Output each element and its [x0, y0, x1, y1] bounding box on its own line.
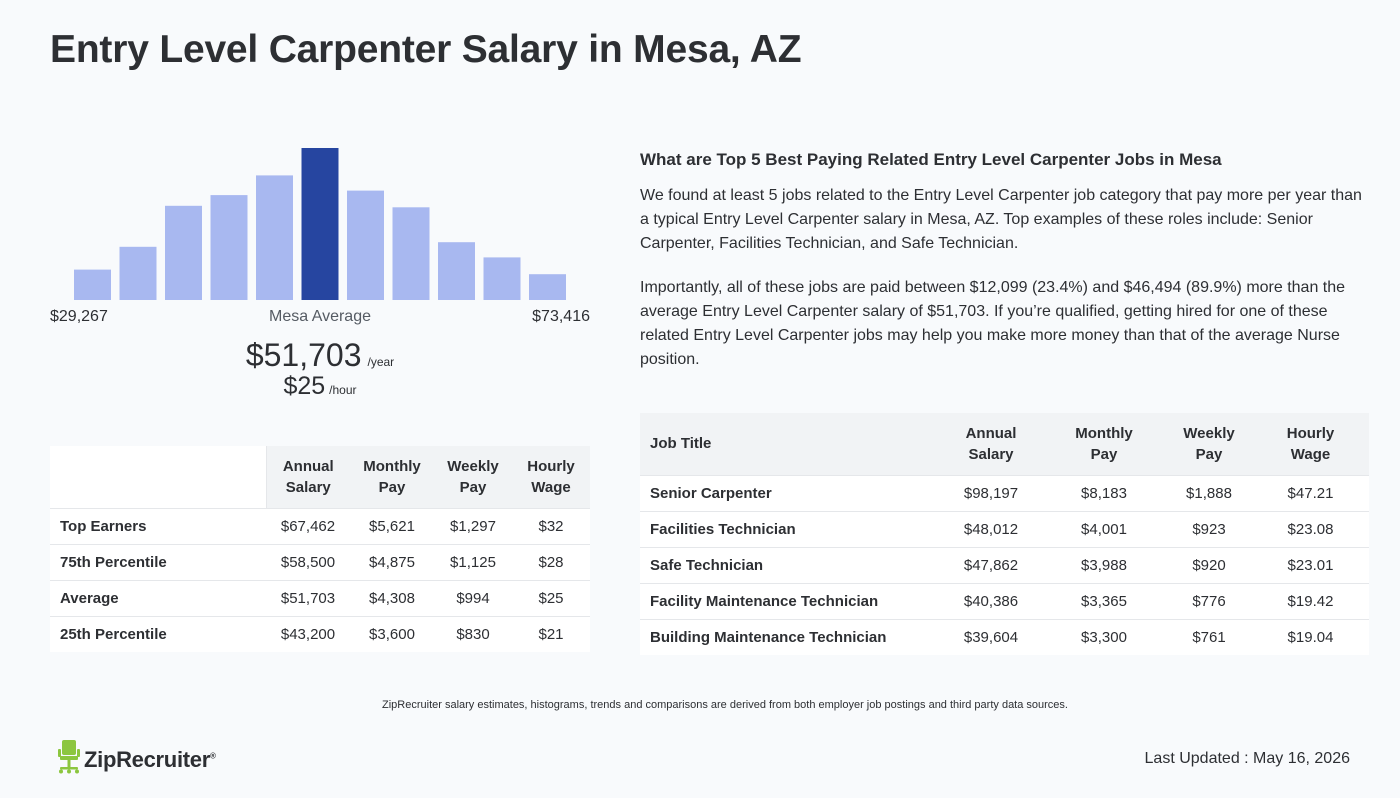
- cell-hourly: $21: [512, 615, 590, 652]
- average-yearly-unit: /year: [367, 355, 395, 369]
- header-weekly: Weekly Pay: [434, 446, 512, 508]
- salary-histogram: [50, 140, 590, 300]
- cell-annual: $47,862: [940, 546, 1042, 583]
- job-title: Senior Carpenter: [640, 474, 940, 511]
- ziprecruiter-logo[interactable]: ZipRecruiter®: [58, 740, 216, 779]
- header-annual: Annual Salary: [266, 446, 350, 508]
- header-monthly: Monthly Pay: [1042, 413, 1166, 475]
- row-label: Top Earners: [50, 507, 266, 544]
- table-row: Building Maintenance Technician $39,604 …: [640, 618, 1369, 655]
- job-title: Safe Technician: [640, 546, 940, 583]
- histogram-bar: [483, 257, 521, 300]
- cell-hourly: $19.04: [1252, 618, 1369, 655]
- last-updated: Last Updated : May 16, 2026: [1144, 750, 1350, 767]
- row-label: 25th Percentile: [50, 615, 266, 652]
- cell-monthly: $4,875: [350, 543, 434, 580]
- header-blank: [50, 446, 267, 508]
- cell-hourly: $32: [512, 507, 590, 544]
- cell-weekly: $994: [434, 579, 512, 616]
- cell-annual: $40,386: [940, 582, 1042, 619]
- average-hourly: $25/hour: [50, 372, 590, 401]
- cell-weekly: $1,888: [1166, 474, 1252, 511]
- cell-monthly: $3,365: [1042, 582, 1166, 619]
- cell-weekly: $1,125: [434, 543, 512, 580]
- percentile-table: Annual Salary Monthly Pay Weekly Pay Hourly…: [50, 446, 590, 652]
- histogram-min-label: $29,267: [50, 308, 108, 325]
- job-title: Facility Maintenance Technician: [640, 582, 940, 619]
- cell-weekly: $761: [1166, 618, 1252, 655]
- cell-hourly: $23.01: [1252, 546, 1369, 583]
- row-label: Average: [50, 579, 266, 616]
- histogram-max-label: $73,416: [532, 308, 590, 325]
- cell-hourly: $25: [512, 579, 590, 616]
- cell-annual: $67,462: [266, 507, 350, 544]
- related-jobs-paragraph-1: We found at least 5 jobs related to the …: [640, 187, 1362, 252]
- cell-monthly: $8,183: [1042, 474, 1166, 511]
- header-weekly: Weekly Pay: [1166, 413, 1252, 475]
- table-row: Average $51,703 $4,308 $994 $25: [50, 579, 590, 616]
- histogram-bar: [74, 269, 111, 300]
- cell-weekly: $923: [1166, 510, 1252, 547]
- related-jobs-table: Job Title Annual Salary Monthly Pay Weekly…: [640, 413, 1369, 655]
- header-monthly: Monthly Pay: [350, 446, 434, 508]
- related-jobs-paragraph-2: Importantly, all of these jobs are paid …: [640, 279, 1346, 368]
- cell-hourly: $28: [512, 543, 590, 580]
- average-hourly-unit: /hour: [329, 383, 357, 397]
- header-hourly: Hourly Wage: [1252, 413, 1369, 475]
- histogram-bar: [165, 205, 202, 300]
- cell-annual: $48,012: [940, 510, 1042, 547]
- histogram-bar: [438, 242, 475, 300]
- job-title: Building Maintenance Technician: [640, 618, 940, 655]
- histogram-mid-label: Mesa Average: [269, 308, 371, 325]
- cell-monthly: $4,001: [1042, 510, 1166, 547]
- cell-weekly: $776: [1166, 582, 1252, 619]
- row-label: 75th Percentile: [50, 543, 266, 580]
- percentile-table-header: Annual Salary Monthly Pay Weekly Pay Hourly…: [50, 446, 590, 508]
- chair-icon: [58, 740, 80, 779]
- cell-hourly: $47.21: [1252, 474, 1369, 511]
- header-annual: Annual Salary: [940, 413, 1042, 475]
- average-yearly-value: $51,703: [245, 337, 362, 373]
- cell-weekly: $1,297: [434, 507, 512, 544]
- table-row: 25th Percentile $43,200 $3,600 $830 $21: [50, 615, 590, 652]
- histogram-bar: [256, 175, 293, 300]
- histogram-bar-average: [301, 148, 339, 300]
- cell-hourly: $19.42: [1252, 582, 1369, 619]
- cell-annual: $39,604: [940, 618, 1042, 655]
- cell-monthly: $3,300: [1042, 618, 1166, 655]
- jobs-table-header: Job Title Annual Salary Monthly Pay Weekly…: [640, 413, 1369, 475]
- header-hourly: Hourly Wage: [512, 446, 590, 508]
- footer-disclaimer: ZipRecruiter salary estimates, histogram…: [382, 699, 1068, 711]
- header-job-title: Job Title: [640, 413, 940, 475]
- table-row: Senior Carpenter $98,197 $8,183 $1,888 $…: [640, 474, 1369, 511]
- histogram-bar: [119, 246, 157, 300]
- cell-hourly: $23.08: [1252, 510, 1369, 547]
- page-title: Entry Level Carpenter Salary in Mesa, AZ: [50, 28, 802, 71]
- logo-text: ZipRecruiter®: [84, 746, 216, 772]
- cell-monthly: $3,600: [350, 615, 434, 652]
- histogram-bar: [210, 195, 248, 300]
- cell-weekly: $920: [1166, 546, 1252, 583]
- cell-annual: $58,500: [266, 543, 350, 580]
- table-row: Facility Maintenance Technician $40,386 …: [640, 582, 1369, 619]
- average-yearly: $51,703/year: [50, 337, 590, 374]
- cell-monthly: $3,988: [1042, 546, 1166, 583]
- cell-monthly: $4,308: [350, 579, 434, 616]
- histogram-svg: [74, 148, 566, 300]
- cell-annual: $98,197: [940, 474, 1042, 511]
- average-hourly-value: $25: [283, 372, 326, 400]
- related-jobs-title: What are Top 5 Best Paying Related Entry…: [640, 150, 1222, 169]
- histogram-bar: [529, 274, 566, 300]
- cell-monthly: $5,621: [350, 507, 434, 544]
- table-row: Top Earners $67,462 $5,621 $1,297 $32: [50, 507, 590, 544]
- cell-annual: $43,200: [266, 615, 350, 652]
- histogram-bar: [347, 190, 384, 300]
- cell-annual: $51,703: [266, 579, 350, 616]
- job-title: Facilities Technician: [640, 510, 940, 547]
- table-row: Safe Technician $47,862 $3,988 $920 $23.…: [640, 546, 1369, 583]
- cell-weekly: $830: [434, 615, 512, 652]
- table-row: 75th Percentile $58,500 $4,875 $1,125 $2…: [50, 543, 590, 580]
- histogram-bar: [392, 207, 430, 300]
- table-row: Facilities Technician $48,012 $4,001 $92…: [640, 510, 1369, 547]
